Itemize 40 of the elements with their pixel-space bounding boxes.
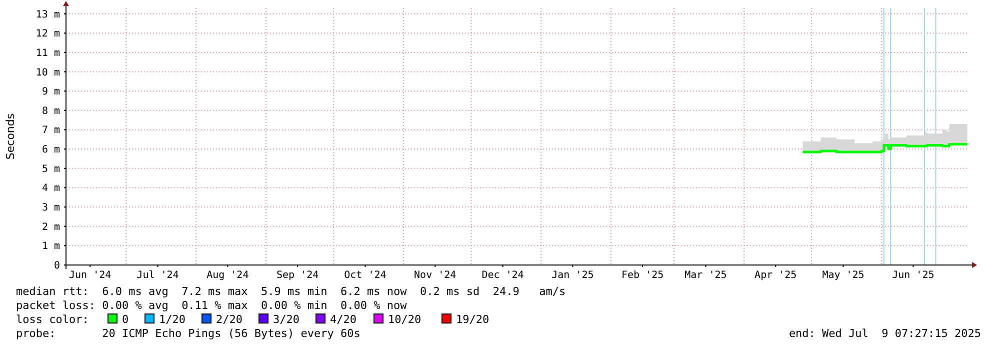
legend-title: loss color: [16,313,89,326]
text: probe: 20 ICMP Echo Pings (56 Bytes) every 60s [16,327,360,340]
y-tick-label: 7 m [42,125,60,136]
y-tick-label: 5 m [42,164,60,175]
x-tick-label: Nov '24 [414,270,456,281]
legend-label: 2/20 [216,313,242,326]
legend-label: 19/20 [456,313,490,326]
y-tick-label: 2 m [42,222,60,233]
x-tick-label: Aug '24 [206,270,249,281]
x-tick-label: Jun '24 [69,270,112,281]
y-tick-label: 1 m [42,241,60,252]
y-tick-label: 11 m [36,48,60,59]
x-tick-label: Dec '24 [482,270,524,281]
x-tick-label: Apr '25 [754,270,797,281]
x-tick-label: Mar '25 [684,270,727,281]
y-tick-label: 13 m [36,9,60,20]
y-tick-label: 10 m [36,67,60,78]
x-tick-label: Jun '25 [892,270,934,281]
text: end: Wed Jul 9 07:27:15 2025 [788,327,981,340]
y-tick-label: 3 m [42,202,60,214]
text: median rtt: 6.0 ms avg 7.2 ms max 5.9 ms min 6.2 ms now 0.2 ms sd 24.9 am/s [16,285,566,298]
text: packet loss: 0.00 % avg 0.11 % max 0.00 % min 0.00 % now [16,299,408,312]
y-tick-label: 0 [54,260,60,272]
y-tick-label: 8 m [42,106,60,117]
legend-label: 0 [122,313,129,326]
legend-label: 10/20 [388,313,422,326]
legend-label: 3/20 [273,313,300,326]
y-tick-label: 12 m [36,28,60,40]
x-tick-label: Oct '24 [344,270,386,281]
x-tick-label: Feb '25 [622,270,664,281]
x-tick-label: Jan '25 [552,270,594,281]
x-tick-label: Sep '24 [276,270,319,281]
legend-label: 4/20 [330,313,356,326]
y-axis-title: Seconds [4,113,17,160]
y-tick-label: 9 m [42,86,60,98]
y-tick-label: 4 m [42,183,60,194]
x-tick-label: May '25 [822,270,864,281]
y-tick-label: 6 m [42,144,60,156]
legend-label: 1/20 [159,313,186,326]
x-tick-label: Jul '24 [136,270,179,281]
